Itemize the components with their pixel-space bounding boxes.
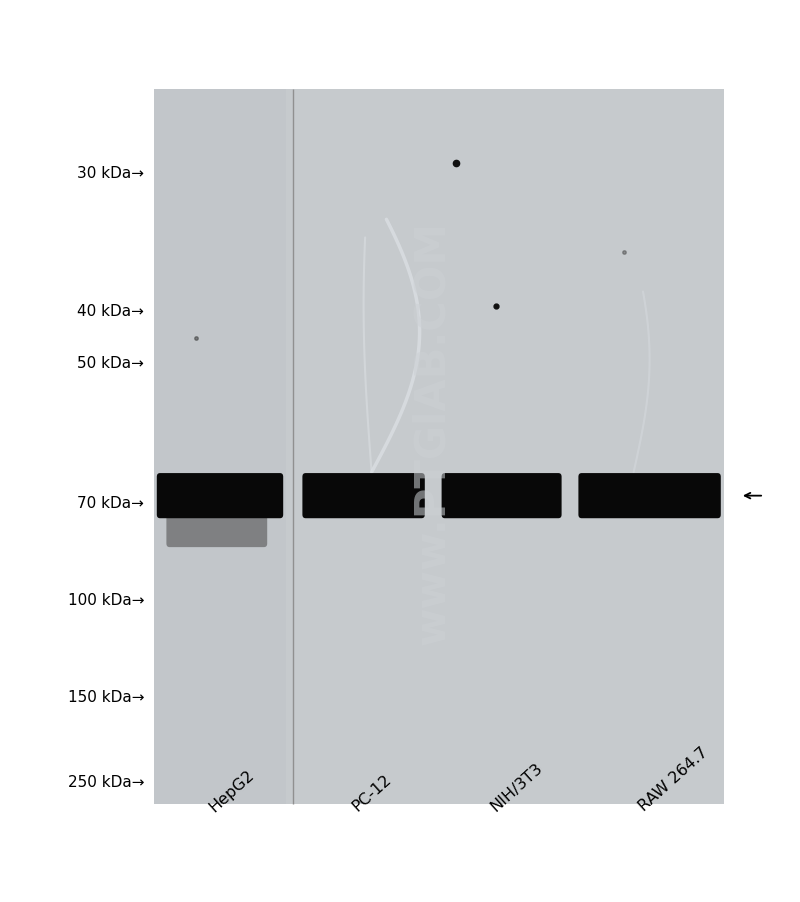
Text: PC-12: PC-12	[350, 771, 394, 814]
FancyBboxPatch shape	[166, 511, 267, 548]
Text: 30 kDa→: 30 kDa→	[77, 166, 144, 180]
FancyBboxPatch shape	[157, 474, 283, 519]
Text: RAW 264.7: RAW 264.7	[635, 744, 710, 814]
Text: NIH/3T3: NIH/3T3	[487, 759, 546, 814]
Text: 100 kDa→: 100 kDa→	[67, 593, 144, 607]
Text: 70 kDa→: 70 kDa→	[77, 496, 144, 511]
Text: 150 kDa→: 150 kDa→	[67, 689, 144, 704]
Text: www.PTGlAB.COM: www.PTGlAB.COM	[411, 221, 453, 645]
Text: 50 kDa→: 50 kDa→	[77, 356, 144, 371]
Bar	[154, 90, 724, 805]
Text: 250 kDa→: 250 kDa→	[67, 775, 144, 789]
FancyBboxPatch shape	[302, 474, 425, 519]
FancyBboxPatch shape	[442, 474, 562, 519]
Text: HepG2: HepG2	[206, 766, 257, 814]
FancyBboxPatch shape	[578, 474, 721, 519]
Bar	[154, 90, 286, 805]
Text: 40 kDa→: 40 kDa→	[77, 304, 144, 318]
